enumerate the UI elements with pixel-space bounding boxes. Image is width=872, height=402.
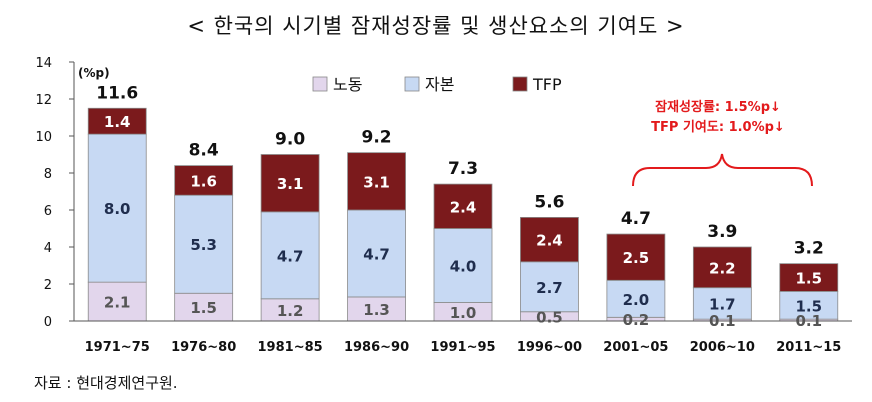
bar-segment-노동 bbox=[87, 281, 147, 322]
segment-value-label: 0.2 bbox=[623, 311, 650, 329]
bar-segment-tfp bbox=[692, 246, 752, 289]
bar-segment-tfp bbox=[174, 165, 234, 196]
total-value-label: 9.0 bbox=[275, 130, 305, 150]
segment-value-label: 1.5 bbox=[795, 270, 822, 288]
bar-segment-자본 bbox=[520, 261, 579, 313]
segment-value-label: 1.5 bbox=[795, 297, 822, 315]
segment-value-label: 3.1 bbox=[363, 173, 390, 191]
legend-swatch-노동 bbox=[312, 76, 328, 92]
segment-value-label: 2.5 bbox=[623, 249, 650, 267]
bar-segment-자본 bbox=[606, 279, 666, 318]
bar-segment-자본 bbox=[174, 194, 234, 294]
segment-value-label: 4.7 bbox=[363, 245, 390, 263]
annotation-line: TFP 기여도: 1.0%p↓ bbox=[651, 119, 785, 135]
segment-value-label: 2.1 bbox=[104, 294, 131, 312]
segment-value-label: 0.1 bbox=[795, 312, 822, 330]
total-value-label: 9.2 bbox=[361, 128, 391, 148]
x-category-label: 2006~10 bbox=[690, 340, 755, 355]
segment-value-label: 2.4 bbox=[450, 198, 477, 216]
bar-segment-자본 bbox=[260, 211, 320, 300]
segment-value-label: 1.7 bbox=[709, 295, 736, 313]
segment-value-label: 1.6 bbox=[190, 172, 217, 190]
legend-label-노동: 노동 bbox=[333, 75, 362, 94]
y-tick-label: 10 bbox=[35, 130, 52, 145]
x-category-label: 2001~05 bbox=[603, 340, 668, 355]
segment-value-label: 5.3 bbox=[190, 236, 217, 254]
bar-segment-tfp bbox=[347, 152, 406, 211]
y-tick-label: 0 bbox=[44, 315, 52, 330]
legend-label-자본: 자본 bbox=[425, 75, 454, 94]
total-value-label: 3.2 bbox=[794, 239, 824, 259]
bar-segment-자본 bbox=[692, 287, 752, 320]
bar-segment-tfp bbox=[87, 107, 147, 135]
total-value-label: 3.9 bbox=[707, 222, 737, 242]
y-tick-label: 2 bbox=[44, 278, 52, 293]
segment-value-label: 1.5 bbox=[190, 299, 217, 317]
annotation-line: 잠재성장률: 1.5%p↓ bbox=[655, 99, 781, 115]
bar-segment-tfp bbox=[520, 216, 579, 263]
bar-segment-tfp bbox=[606, 233, 666, 281]
x-category-label: 1996~00 bbox=[517, 340, 582, 355]
bar-segment-tfp bbox=[260, 154, 320, 213]
segment-value-label: 2.4 bbox=[536, 232, 563, 250]
bar-segment-자본 bbox=[779, 290, 839, 320]
segment-value-label: 4.7 bbox=[277, 247, 304, 265]
x-category-label: 1981~85 bbox=[258, 340, 323, 355]
bar-segment-tfp bbox=[433, 183, 493, 229]
total-value-label: 5.6 bbox=[534, 192, 564, 212]
chart-title: < 한국의 시기별 잠재성장률 및 생산요소의 기여도 > bbox=[187, 14, 685, 38]
segment-value-label: 1.4 bbox=[104, 113, 131, 131]
total-value-label: 4.7 bbox=[621, 209, 651, 229]
x-category-label: 1971~75 bbox=[85, 340, 150, 355]
legend-swatch-자본 bbox=[404, 76, 420, 92]
bar-segment-tfp bbox=[779, 263, 839, 292]
x-category-label: 2011~15 bbox=[776, 340, 841, 355]
y-tick-label: 8 bbox=[44, 167, 52, 182]
bar-segment-자본 bbox=[433, 228, 493, 303]
total-value-label: 8.4 bbox=[189, 141, 219, 161]
segment-value-label: 1.0 bbox=[450, 304, 477, 322]
legend-swatch-tfp bbox=[512, 76, 528, 92]
legend-label-tfp: TFP bbox=[532, 75, 562, 94]
segment-value-label: 1.3 bbox=[363, 301, 390, 319]
segment-value-label: 0.1 bbox=[709, 312, 736, 330]
y-tick-label: 12 bbox=[35, 93, 52, 108]
segment-value-label: 2.7 bbox=[536, 279, 563, 297]
segment-value-label: 8.0 bbox=[104, 200, 131, 218]
y-tick-label: 6 bbox=[44, 204, 52, 219]
segment-value-label: 2.2 bbox=[709, 259, 736, 277]
source-note: 자료 : 현대경제연구원. bbox=[34, 374, 178, 392]
y-unit-label: (%p) bbox=[78, 66, 110, 80]
segment-value-label: 1.2 bbox=[277, 302, 304, 320]
annotation-brace bbox=[632, 153, 813, 187]
total-value-label: 7.3 bbox=[448, 159, 478, 179]
segment-value-label: 3.1 bbox=[277, 175, 304, 193]
x-category-label: 1976~80 bbox=[171, 340, 236, 355]
segment-value-label: 0.5 bbox=[536, 308, 563, 326]
y-tick-label: 4 bbox=[44, 241, 52, 256]
segment-value-label: 4.0 bbox=[450, 258, 477, 276]
segment-value-label: 2.0 bbox=[623, 291, 650, 309]
bar-segment-자본 bbox=[347, 209, 406, 298]
x-category-label: 1986~90 bbox=[344, 340, 409, 355]
total-value-label: 11.6 bbox=[96, 83, 138, 103]
y-tick-label: 14 bbox=[35, 56, 52, 71]
x-category-label: 1991~95 bbox=[430, 340, 495, 355]
